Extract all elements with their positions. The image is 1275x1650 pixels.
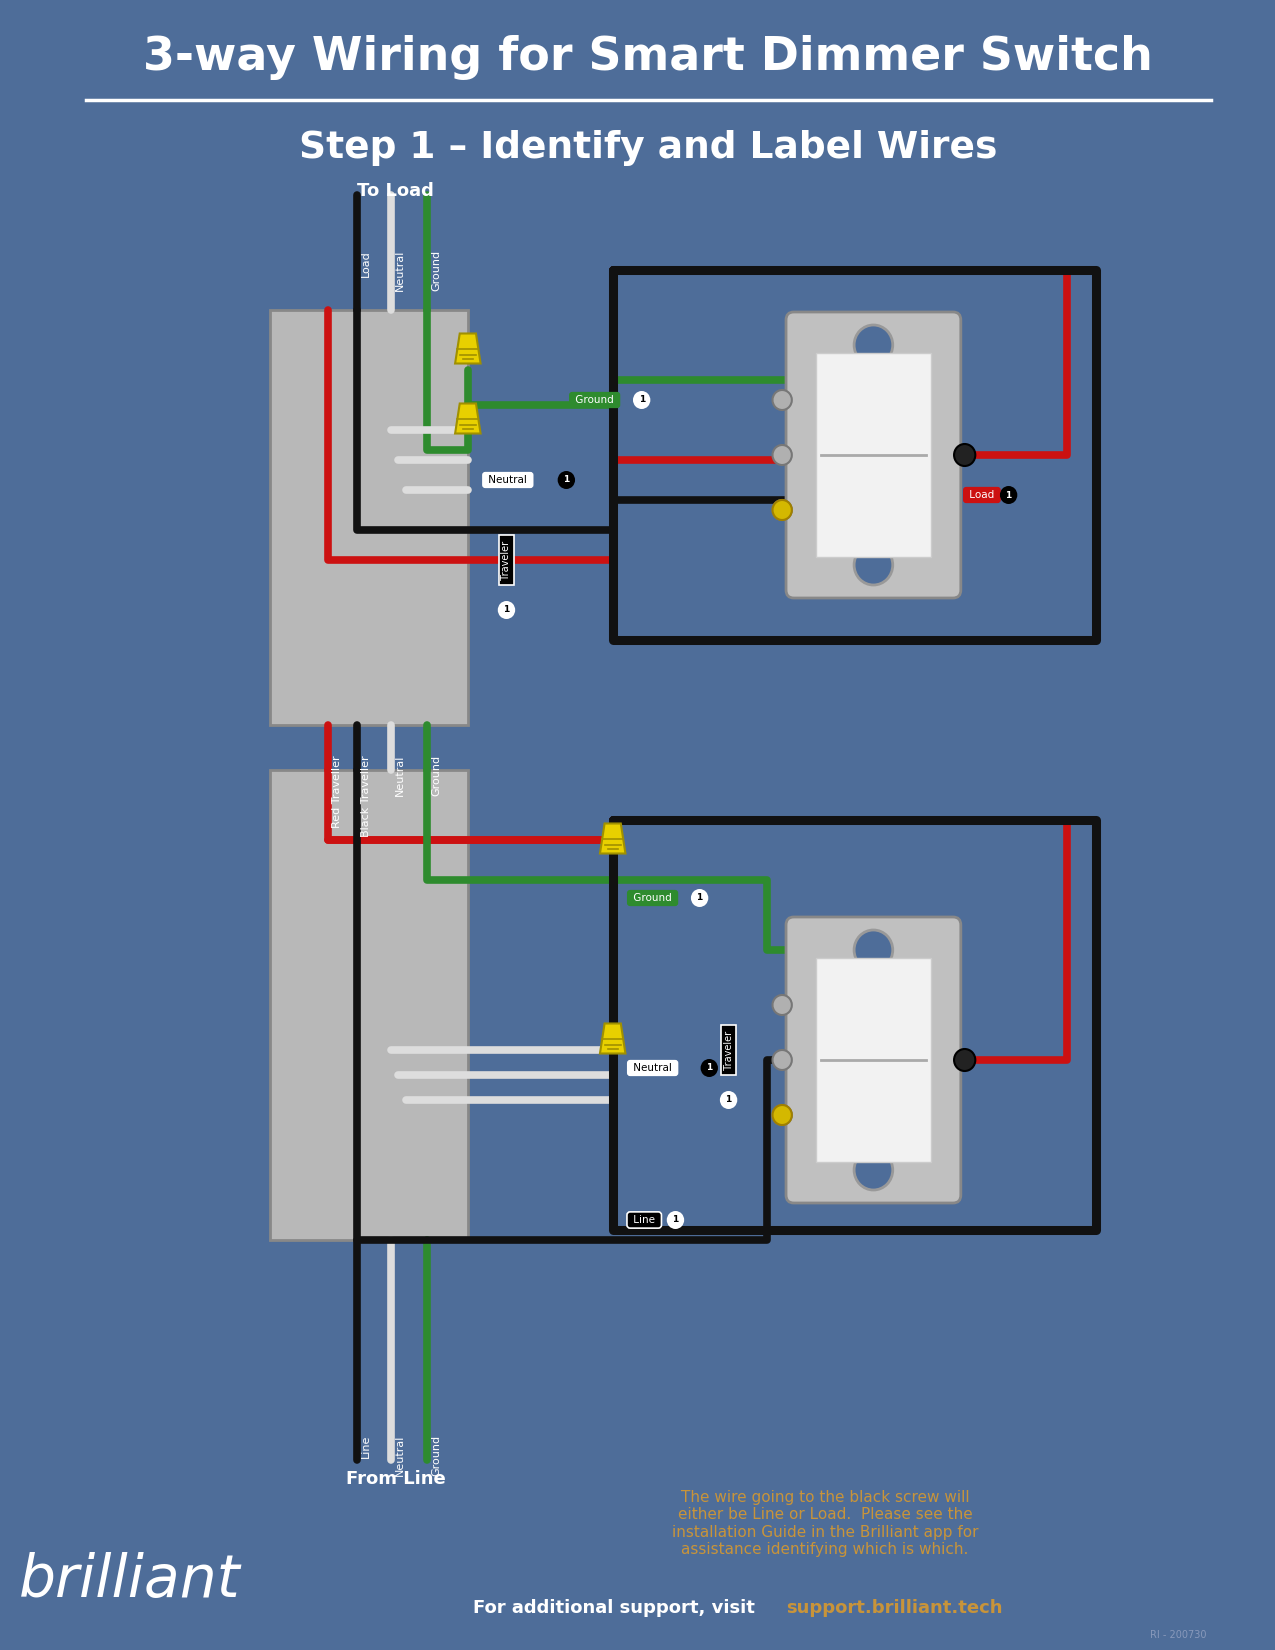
Text: Load: Load bbox=[966, 490, 997, 500]
Text: 1: 1 bbox=[696, 894, 703, 903]
Circle shape bbox=[954, 1049, 975, 1071]
FancyBboxPatch shape bbox=[816, 353, 931, 558]
Circle shape bbox=[720, 1091, 737, 1109]
Text: Ground: Ground bbox=[431, 251, 441, 290]
Circle shape bbox=[497, 601, 515, 619]
Text: 1: 1 bbox=[1006, 490, 1012, 500]
Text: Neutral: Neutral bbox=[630, 1063, 676, 1073]
Text: For additional support, visit: For additional support, visit bbox=[473, 1599, 761, 1617]
Bar bbox=[270, 310, 468, 724]
Text: 3-way Wiring for Smart Dimmer Switch: 3-way Wiring for Smart Dimmer Switch bbox=[144, 36, 1154, 81]
Text: Traveler: Traveler bbox=[724, 1028, 733, 1072]
Text: Ground: Ground bbox=[630, 893, 674, 903]
Circle shape bbox=[773, 995, 792, 1015]
Text: 1: 1 bbox=[706, 1064, 713, 1072]
Polygon shape bbox=[601, 1023, 626, 1053]
Circle shape bbox=[773, 500, 792, 520]
Text: 1: 1 bbox=[639, 396, 645, 404]
Text: Black Traveller: Black Traveller bbox=[361, 756, 371, 837]
Circle shape bbox=[773, 389, 792, 409]
FancyBboxPatch shape bbox=[785, 312, 961, 597]
Circle shape bbox=[773, 446, 792, 465]
Bar bbox=[270, 771, 468, 1241]
Text: support.brilliant.tech: support.brilliant.tech bbox=[787, 1599, 1003, 1617]
Circle shape bbox=[854, 325, 892, 365]
Text: RI - 200730: RI - 200730 bbox=[1150, 1630, 1206, 1640]
Text: Neutral: Neutral bbox=[486, 475, 530, 485]
Polygon shape bbox=[455, 404, 481, 434]
Circle shape bbox=[632, 391, 650, 409]
Text: 1: 1 bbox=[564, 475, 570, 485]
Text: From Line: From Line bbox=[346, 1470, 445, 1488]
Text: 1: 1 bbox=[725, 1096, 732, 1104]
Circle shape bbox=[1000, 487, 1017, 503]
FancyBboxPatch shape bbox=[816, 959, 931, 1162]
Text: Load: Load bbox=[361, 251, 371, 277]
Circle shape bbox=[854, 931, 892, 970]
Circle shape bbox=[773, 1106, 792, 1125]
Text: Ground: Ground bbox=[572, 394, 617, 404]
Text: Ground: Ground bbox=[431, 1436, 441, 1477]
Circle shape bbox=[854, 544, 892, 586]
Text: Neutral: Neutral bbox=[394, 251, 404, 292]
Circle shape bbox=[557, 470, 575, 488]
Polygon shape bbox=[601, 823, 626, 853]
Text: Red Traveller: Red Traveller bbox=[332, 756, 342, 828]
Text: The wire going to the black screw will
either be Line or Load.  Please see the
i: The wire going to the black screw will e… bbox=[672, 1490, 978, 1558]
Circle shape bbox=[700, 1059, 718, 1077]
Circle shape bbox=[773, 500, 792, 520]
Circle shape bbox=[773, 1049, 792, 1069]
Polygon shape bbox=[455, 333, 481, 363]
FancyBboxPatch shape bbox=[785, 917, 961, 1203]
Text: Step 1 – Identify and Label Wires: Step 1 – Identify and Label Wires bbox=[300, 130, 997, 167]
Text: 1: 1 bbox=[504, 606, 510, 614]
Text: brilliant: brilliant bbox=[19, 1551, 241, 1609]
Circle shape bbox=[854, 1150, 892, 1190]
Text: Traveler: Traveler bbox=[501, 538, 511, 582]
Circle shape bbox=[773, 1106, 792, 1125]
Text: Line: Line bbox=[630, 1214, 658, 1224]
Text: Ground: Ground bbox=[431, 756, 441, 797]
Text: Line: Line bbox=[361, 1436, 371, 1459]
Circle shape bbox=[954, 444, 975, 465]
Text: Neutral: Neutral bbox=[394, 1436, 404, 1477]
Text: To Load: To Load bbox=[357, 182, 434, 200]
Circle shape bbox=[691, 889, 709, 908]
Text: Neutral: Neutral bbox=[394, 756, 404, 797]
Circle shape bbox=[667, 1211, 685, 1229]
Text: 1: 1 bbox=[672, 1216, 678, 1224]
